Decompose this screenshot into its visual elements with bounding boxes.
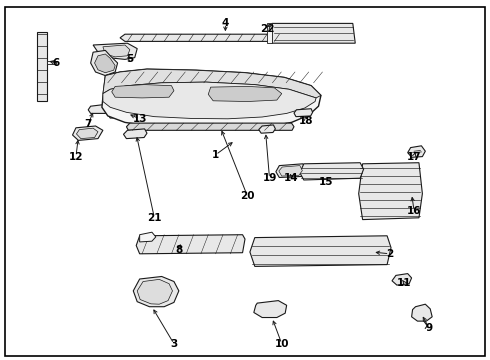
Polygon shape bbox=[91, 50, 118, 76]
Text: 17: 17 bbox=[407, 152, 421, 162]
Polygon shape bbox=[412, 304, 432, 321]
Polygon shape bbox=[120, 34, 279, 41]
Polygon shape bbox=[93, 43, 137, 59]
Polygon shape bbox=[76, 128, 98, 139]
Text: 1: 1 bbox=[212, 150, 219, 160]
Text: 21: 21 bbox=[147, 213, 162, 223]
Text: 2: 2 bbox=[386, 249, 393, 259]
Text: 14: 14 bbox=[284, 173, 299, 183]
Polygon shape bbox=[73, 126, 103, 140]
Polygon shape bbox=[123, 129, 147, 139]
Text: 3: 3 bbox=[171, 339, 177, 349]
Text: 13: 13 bbox=[132, 114, 147, 124]
Polygon shape bbox=[294, 109, 313, 117]
Polygon shape bbox=[408, 146, 425, 157]
Text: 19: 19 bbox=[262, 173, 277, 183]
Polygon shape bbox=[140, 232, 156, 242]
Polygon shape bbox=[88, 104, 110, 113]
Polygon shape bbox=[112, 85, 174, 98]
Text: 7: 7 bbox=[84, 119, 92, 129]
Polygon shape bbox=[254, 301, 287, 318]
Polygon shape bbox=[103, 45, 130, 57]
Text: 18: 18 bbox=[299, 116, 314, 126]
Polygon shape bbox=[126, 123, 294, 130]
Polygon shape bbox=[136, 235, 245, 254]
Text: 11: 11 bbox=[397, 278, 412, 288]
Text: 5: 5 bbox=[126, 54, 133, 64]
Polygon shape bbox=[37, 32, 47, 101]
Text: 6: 6 bbox=[53, 58, 60, 68]
Polygon shape bbox=[47, 61, 56, 64]
Polygon shape bbox=[259, 125, 275, 133]
Polygon shape bbox=[108, 109, 132, 118]
Polygon shape bbox=[359, 163, 422, 220]
Text: 8: 8 bbox=[175, 245, 182, 255]
Polygon shape bbox=[250, 236, 391, 266]
Polygon shape bbox=[103, 82, 316, 119]
Text: 22: 22 bbox=[260, 24, 274, 34]
Text: 4: 4 bbox=[221, 18, 229, 28]
Polygon shape bbox=[103, 69, 321, 98]
Text: 10: 10 bbox=[274, 339, 289, 349]
Polygon shape bbox=[133, 276, 179, 307]
Text: 12: 12 bbox=[69, 152, 83, 162]
Text: 20: 20 bbox=[240, 191, 255, 201]
Text: 16: 16 bbox=[407, 206, 421, 216]
Text: 15: 15 bbox=[318, 177, 333, 187]
Polygon shape bbox=[300, 163, 364, 180]
Polygon shape bbox=[272, 23, 355, 43]
Polygon shape bbox=[102, 69, 321, 129]
Polygon shape bbox=[267, 23, 272, 43]
Polygon shape bbox=[137, 279, 172, 304]
Polygon shape bbox=[276, 164, 306, 177]
Polygon shape bbox=[392, 274, 412, 285]
Polygon shape bbox=[95, 54, 115, 73]
Polygon shape bbox=[208, 86, 282, 102]
Text: 9: 9 bbox=[425, 323, 432, 333]
Polygon shape bbox=[279, 166, 302, 176]
